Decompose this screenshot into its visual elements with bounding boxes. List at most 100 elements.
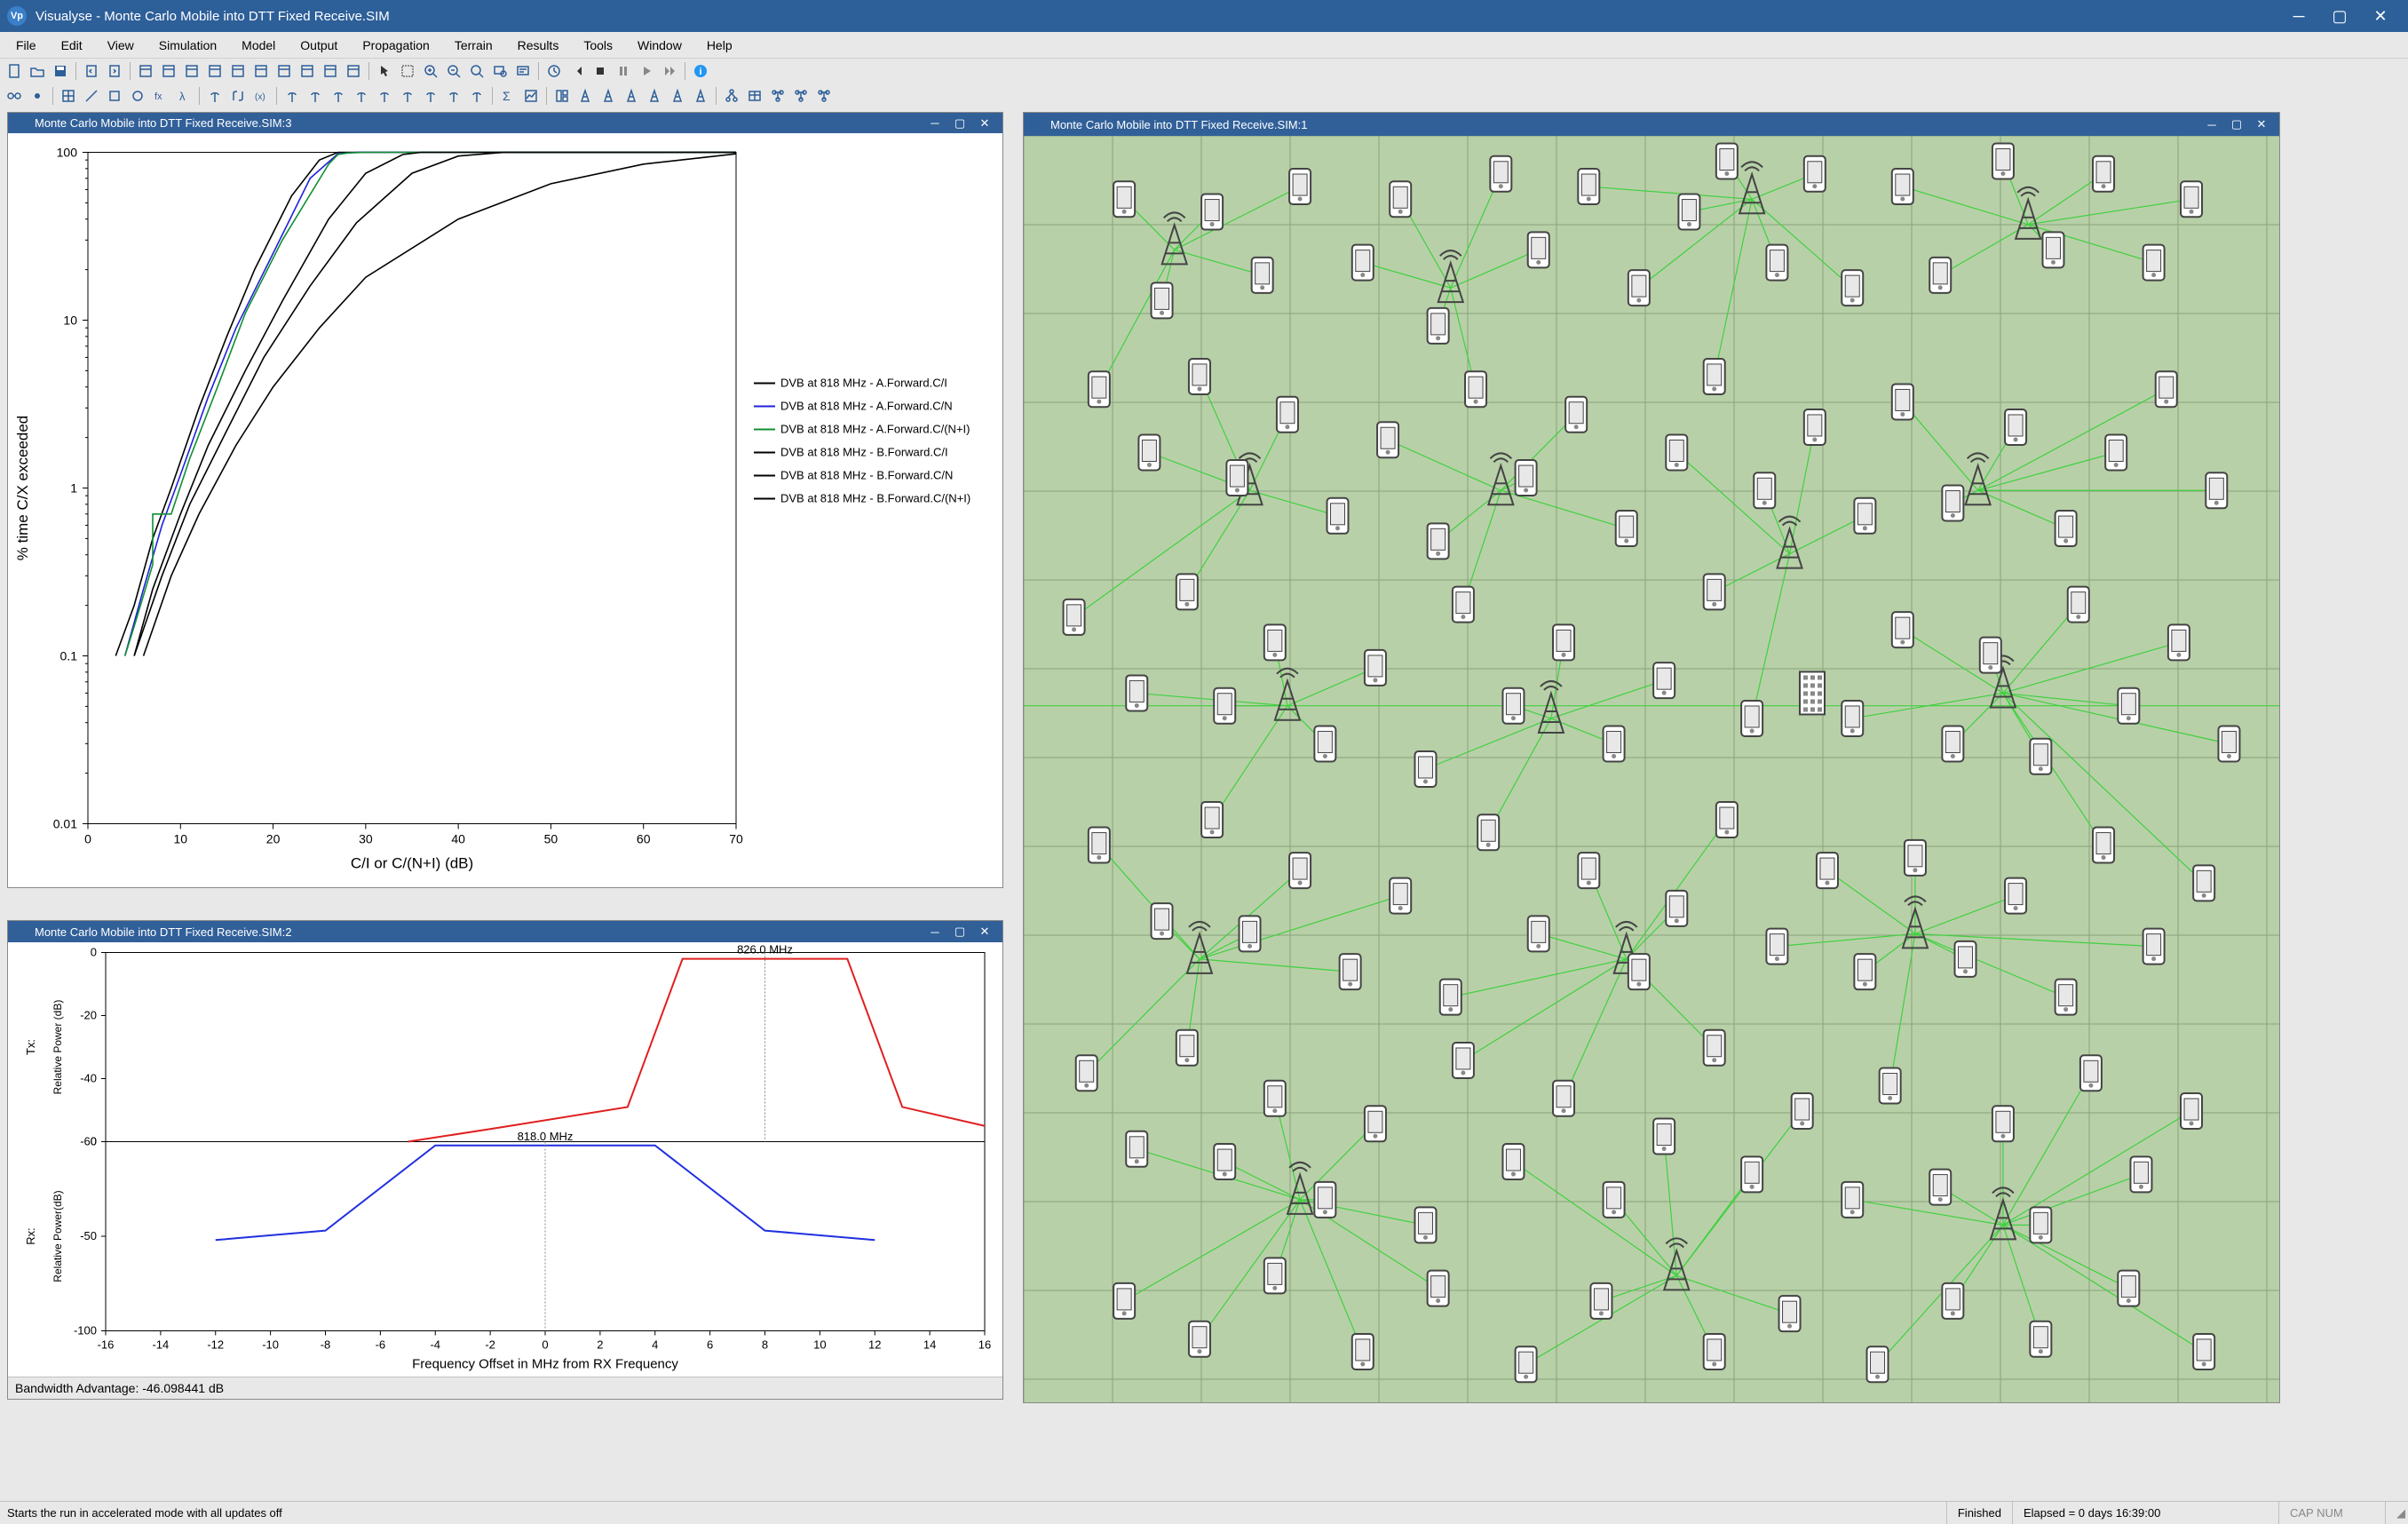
fast-forward-button[interactable] <box>659 60 680 82</box>
sigma-button[interactable]: Σ <box>497 85 519 107</box>
page-next-button[interactable] <box>104 60 125 82</box>
ant9-button[interactable] <box>466 85 487 107</box>
ant4-button[interactable] <box>351 85 372 107</box>
sim-window-1-titlebar[interactable]: Monte Carlo Mobile into DTT Fixed Receiv… <box>1024 113 2279 136</box>
tower6-button[interactable] <box>690 85 711 107</box>
menu-terrain[interactable]: Terrain <box>442 35 505 56</box>
square-button[interactable] <box>104 85 125 107</box>
sim-window-2-titlebar[interactable]: Monte Carlo Mobile into DTT Fixed Receiv… <box>8 921 1002 942</box>
info-button[interactable]: i <box>690 60 711 82</box>
net3-button[interactable] <box>813 85 835 107</box>
ant7-button[interactable] <box>420 85 441 107</box>
zoom-region-button[interactable] <box>489 60 511 82</box>
zoom-in-button[interactable] <box>420 60 441 82</box>
window3-button[interactable] <box>181 60 202 82</box>
sim1-close-button[interactable]: ✕ <box>2249 115 2274 133</box>
menu-window[interactable]: Window <box>625 35 694 56</box>
svg-text:4: 4 <box>652 1338 658 1352</box>
annotate-button[interactable] <box>512 60 534 82</box>
close-button[interactable]: ✕ <box>2360 0 2401 32</box>
menu-view[interactable]: View <box>95 35 147 56</box>
stop-button[interactable] <box>590 60 611 82</box>
window9-button[interactable] <box>320 60 341 82</box>
dot-button[interactable] <box>27 85 48 107</box>
menu-help[interactable]: Help <box>694 35 745 56</box>
phone-icon <box>1201 194 1223 230</box>
ant3-button[interactable] <box>328 85 349 107</box>
pause-button[interactable] <box>613 60 634 82</box>
net1-button[interactable] <box>767 85 788 107</box>
sim3-close-button[interactable]: ✕ <box>972 115 997 132</box>
window10-button[interactable] <box>343 60 364 82</box>
menu-results[interactable]: Results <box>505 35 572 56</box>
window6-button[interactable] <box>250 60 272 82</box>
clock-button[interactable] <box>543 60 565 82</box>
circle-button[interactable] <box>127 85 148 107</box>
phone-icon <box>1955 941 1976 977</box>
sim3-maximize-button[interactable]: ▢ <box>947 115 972 132</box>
sim2-minimize-button[interactable]: ─ <box>923 923 947 941</box>
menu-propagation[interactable]: Propagation <box>350 35 442 56</box>
tower3-button[interactable] <box>621 85 642 107</box>
fx-button[interactable]: fx <box>150 85 171 107</box>
ant6-button[interactable] <box>397 85 418 107</box>
window7-button[interactable] <box>273 60 295 82</box>
ant8-button[interactable] <box>443 85 464 107</box>
menu-simulation[interactable]: Simulation <box>147 35 229 56</box>
line-button[interactable] <box>81 85 102 107</box>
graph-button[interactable] <box>520 85 542 107</box>
tree-button[interactable] <box>721 85 742 107</box>
window4-button[interactable] <box>204 60 226 82</box>
sim-window-3-titlebar[interactable]: Monte Carlo Mobile into DTT Fixed Receiv… <box>8 113 1002 133</box>
link-a-button[interactable] <box>4 85 25 107</box>
svg-text:fx: fx <box>154 91 162 102</box>
window2-button[interactable] <box>158 60 179 82</box>
tower4-button[interactable] <box>644 85 665 107</box>
tower1-button[interactable] <box>574 85 596 107</box>
sim2-maximize-button[interactable]: ▢ <box>947 923 972 941</box>
tower2-button[interactable] <box>598 85 619 107</box>
line-icon <box>83 88 99 104</box>
zoom-out-button[interactable] <box>443 60 464 82</box>
tower5-button[interactable] <box>667 85 688 107</box>
sim3-minimize-button[interactable]: ─ <box>923 115 947 132</box>
define-button[interactable] <box>227 85 249 107</box>
window8-button[interactable] <box>297 60 318 82</box>
ant2-button[interactable] <box>305 85 326 107</box>
page-prev-button[interactable] <box>81 60 102 82</box>
ant5-button[interactable] <box>374 85 395 107</box>
xvar-button[interactable]: (x) <box>250 85 272 107</box>
ant1-button[interactable] <box>281 85 303 107</box>
minimize-button[interactable]: ─ <box>2278 0 2319 32</box>
new-button[interactable] <box>4 60 25 82</box>
table-button[interactable] <box>744 85 765 107</box>
menu-tools[interactable]: Tools <box>571 35 625 56</box>
rewind-button[interactable] <box>566 60 588 82</box>
pointer-button[interactable] <box>374 60 395 82</box>
maximize-button[interactable]: ▢ <box>2319 0 2360 32</box>
zoom-fit-button[interactable] <box>466 60 487 82</box>
play-button[interactable] <box>636 60 657 82</box>
window1-button[interactable] <box>135 60 156 82</box>
menu-output[interactable]: Output <box>288 35 350 56</box>
sim1-maximize-button[interactable]: ▢ <box>2224 115 2249 133</box>
select-button[interactable] <box>397 60 418 82</box>
menu-file[interactable]: File <box>4 35 49 56</box>
network-map[interactable] <box>1024 136 2279 1402</box>
sim1-minimize-button[interactable]: ─ <box>2199 115 2224 133</box>
menu-model[interactable]: Model <box>229 35 288 56</box>
phone-icon <box>1377 422 1398 457</box>
window5-button[interactable] <box>227 60 249 82</box>
svg-text:-100: -100 <box>74 1324 97 1337</box>
open-button[interactable] <box>27 60 48 82</box>
grid-add-button[interactable] <box>58 85 79 107</box>
menu-edit[interactable]: Edit <box>49 35 95 56</box>
sim2-close-button[interactable]: ✕ <box>972 923 997 941</box>
net2-button[interactable] <box>790 85 812 107</box>
panels-button[interactable] <box>551 85 573 107</box>
resize-grip-icon[interactable]: ◢ <box>2385 1502 2408 1524</box>
lambda-button[interactable]: λ <box>173 85 194 107</box>
fast-forward-icon <box>661 63 677 79</box>
antenna-button[interactable] <box>204 85 226 107</box>
save-button[interactable] <box>50 60 71 82</box>
